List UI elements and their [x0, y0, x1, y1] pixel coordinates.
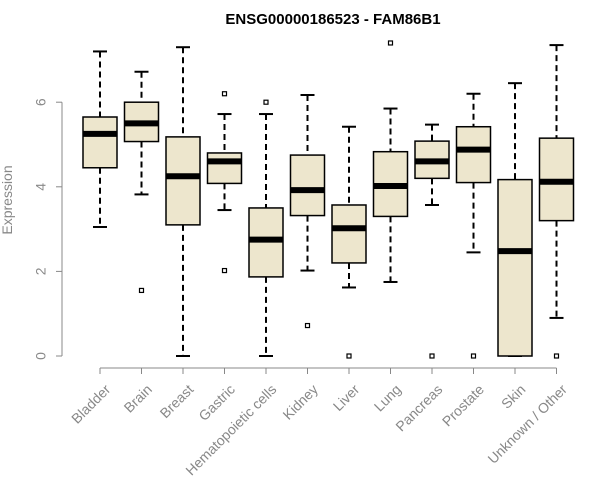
outlier-point [429, 353, 435, 359]
box [82, 116, 118, 169]
box [331, 204, 367, 264]
y-axis-label: Expression [0, 165, 15, 234]
x-category-label: Brain [121, 381, 155, 415]
y-tick-label: 4 [33, 183, 49, 191]
x-category-label: Unknown / Other [484, 381, 570, 467]
x-category-label: Lung [371, 381, 404, 414]
box [289, 154, 326, 217]
chart-title: ENSG00000186523 - FAM86B1 [225, 11, 440, 28]
box [165, 136, 201, 226]
box [455, 125, 492, 184]
box [497, 178, 533, 357]
x-category-label: Skin [498, 381, 529, 412]
outlier-point [138, 287, 145, 294]
x-category-label: Bladder [68, 381, 114, 427]
outlier-point [221, 267, 228, 274]
y-tick-label: 0 [33, 352, 49, 360]
outlier-point [263, 99, 269, 105]
outlier-point [221, 91, 228, 97]
y-tick-label: 2 [33, 267, 49, 275]
outlier-point [470, 353, 477, 359]
outlier-point [387, 40, 394, 46]
outlier-point [304, 322, 311, 329]
outlier-point [346, 353, 352, 359]
x-category-label: Kidney [279, 381, 321, 423]
outlier-point [553, 353, 560, 359]
x-category-label: Liver [330, 381, 363, 414]
y-tick-label: 6 [33, 98, 49, 106]
x-category-label: Prostate [439, 381, 487, 429]
box [206, 152, 243, 185]
x-category-label: Breast [157, 381, 197, 421]
